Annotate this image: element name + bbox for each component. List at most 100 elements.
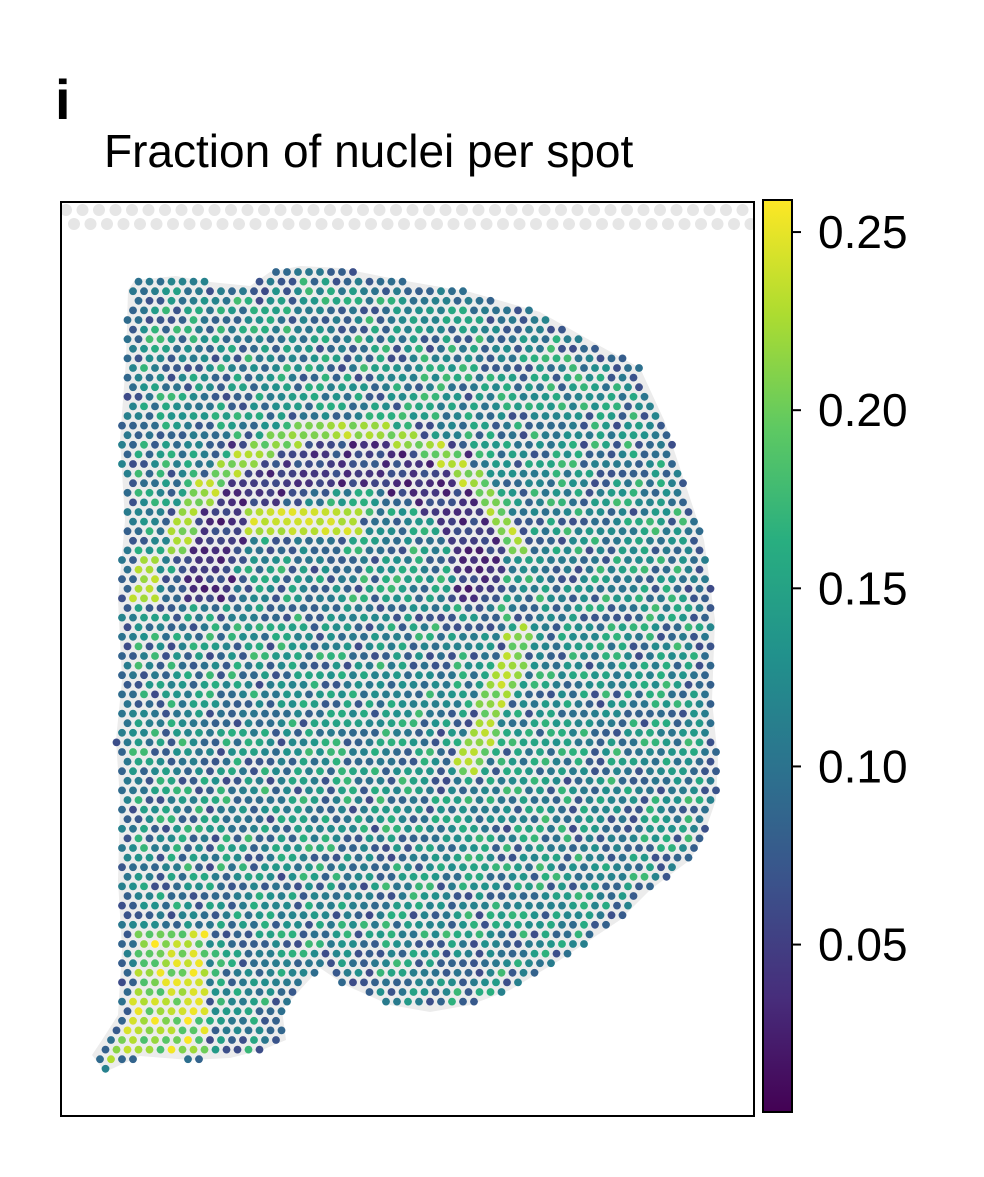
spot (294, 498, 302, 507)
spot (123, 546, 132, 555)
spot (673, 700, 682, 708)
spot (299, 700, 308, 708)
spot (332, 584, 341, 593)
spot (646, 671, 654, 680)
spot (629, 776, 638, 785)
spot (244, 565, 253, 574)
spot (486, 392, 495, 401)
spot (123, 1007, 132, 1016)
spot (525, 632, 533, 641)
spot (123, 776, 132, 785)
spot (547, 940, 555, 948)
spot (233, 431, 242, 440)
spot (519, 431, 528, 440)
spot (475, 565, 484, 574)
spot (200, 853, 209, 862)
spot (607, 508, 616, 516)
spot (497, 373, 506, 382)
spot (618, 604, 627, 612)
spot (673, 661, 682, 670)
spot (349, 440, 357, 449)
spot (261, 306, 269, 315)
spot (684, 719, 693, 728)
spot (613, 613, 621, 622)
spot (442, 776, 451, 785)
spot (596, 757, 605, 766)
spot (261, 364, 269, 372)
background-spot (530, 218, 542, 230)
spot (321, 834, 330, 843)
spot (591, 882, 599, 891)
spot (310, 527, 319, 536)
spot (184, 786, 192, 795)
spot (404, 402, 412, 411)
spot (228, 344, 236, 353)
spot (503, 479, 511, 488)
spot (690, 690, 698, 699)
spot (547, 959, 555, 968)
spot (387, 911, 396, 920)
spot (398, 450, 407, 459)
spot (233, 776, 242, 785)
spot (123, 661, 132, 670)
spot (536, 709, 544, 718)
spot (299, 584, 308, 593)
spot (145, 488, 154, 497)
spot (316, 268, 324, 276)
spot (459, 536, 467, 545)
spot (239, 901, 247, 910)
spot (646, 402, 654, 411)
spot (629, 431, 638, 440)
spot (486, 354, 495, 363)
spot (228, 632, 236, 641)
spot (239, 383, 247, 392)
background-spot (604, 204, 617, 216)
spot (349, 421, 357, 430)
spot (387, 277, 396, 286)
spot (332, 680, 341, 689)
spot (178, 469, 187, 478)
spot (239, 364, 247, 372)
spot (657, 863, 665, 872)
spot (156, 354, 165, 363)
spot (640, 719, 649, 728)
spot (327, 364, 335, 372)
spot (255, 335, 264, 344)
spot (662, 508, 671, 516)
spot (442, 815, 451, 824)
spot (272, 940, 280, 948)
spot (547, 709, 555, 718)
spot (349, 287, 357, 296)
spot (404, 575, 412, 584)
spot (211, 508, 220, 516)
spot (657, 594, 665, 603)
spot (602, 460, 610, 468)
spot (360, 940, 368, 948)
spot (184, 1055, 192, 1064)
spot (167, 431, 176, 440)
spot (222, 872, 231, 881)
spot (371, 978, 379, 987)
spot (316, 613, 324, 622)
spot (448, 306, 456, 315)
spot (453, 354, 462, 363)
spot (371, 344, 379, 353)
spot (288, 392, 297, 401)
spot (409, 776, 418, 785)
spot (272, 344, 280, 353)
spot (167, 488, 176, 497)
spot (316, 517, 324, 526)
spot (613, 402, 621, 411)
spot (162, 344, 170, 353)
spot (651, 469, 660, 478)
spot (129, 805, 137, 814)
spot (118, 575, 126, 584)
spot (206, 632, 214, 641)
spot (277, 1007, 286, 1016)
spot (470, 421, 478, 430)
spot (415, 652, 423, 660)
spot (635, 613, 643, 622)
spot (167, 296, 176, 305)
spot (277, 412, 286, 420)
spot (453, 738, 462, 747)
